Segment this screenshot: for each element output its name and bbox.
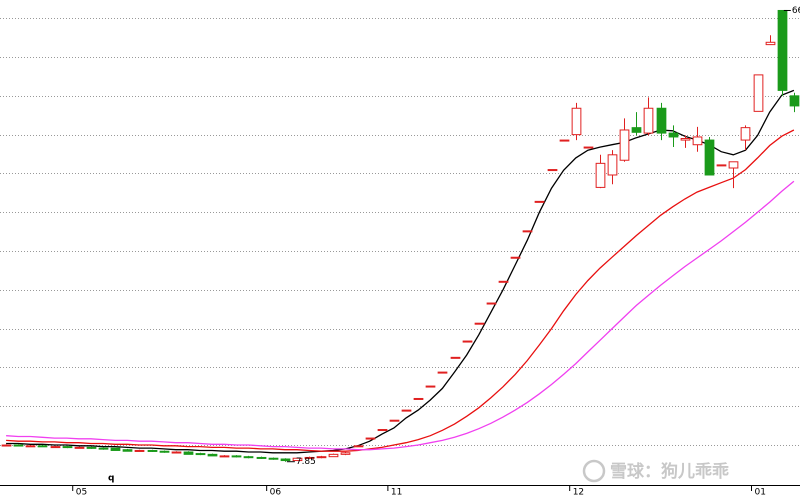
- candle-body: [559, 139, 570, 142]
- ma-line: [6, 180, 795, 451]
- candle-body: [377, 429, 388, 432]
- x-tick-label: 12: [573, 488, 584, 498]
- candle-body: [547, 169, 558, 172]
- candle-body: [207, 453, 218, 457]
- candle-body: [74, 446, 85, 449]
- candle-body: [122, 449, 133, 452]
- candle-body: [37, 445, 48, 448]
- ma-line: [6, 129, 795, 452]
- candle-body: [183, 451, 194, 455]
- candle-body: [1, 444, 12, 447]
- candle-body: [401, 409, 412, 412]
- candle-body: [643, 107, 654, 134]
- candle-body: [656, 107, 667, 134]
- candle-body: [583, 146, 594, 149]
- candle-body: [474, 322, 485, 325]
- candle-body: [25, 445, 36, 448]
- candle-body: [631, 127, 642, 133]
- annotations: 7.85 66: [286, 6, 800, 467]
- candle-body: [316, 456, 327, 459]
- high-annotation: 66: [792, 6, 800, 16]
- candle-body: [607, 154, 618, 176]
- candle-body: [86, 446, 97, 449]
- watermark: 雪球：狗儿乖乖: [582, 459, 729, 483]
- candle-body: [534, 200, 545, 203]
- candle-body: [704, 139, 715, 176]
- candle-body: [159, 450, 170, 453]
- candle-body: [753, 74, 764, 112]
- candle-body: [486, 302, 497, 305]
- candle-body: [595, 162, 606, 188]
- candle-body: [425, 385, 436, 388]
- x-tick-label: 11: [391, 488, 402, 498]
- candle-body: [498, 280, 509, 283]
- candle-body: [765, 41, 776, 46]
- candle-body: [134, 449, 145, 452]
- candle-body: [789, 95, 800, 107]
- candle-body: [365, 437, 376, 440]
- candle-body: [268, 457, 279, 460]
- candle-body: [219, 455, 230, 458]
- candle-body: [292, 457, 303, 462]
- candle-body: [437, 371, 448, 374]
- candle-body: [195, 453, 206, 456]
- note: q: [108, 474, 114, 484]
- candle-body: [668, 132, 679, 138]
- candle-body: [692, 136, 703, 146]
- candle-body: [389, 419, 400, 422]
- candle-body: [619, 129, 630, 161]
- candles: [1, 9, 800, 462]
- candle-body: [110, 447, 121, 451]
- candle-body: [171, 451, 182, 454]
- candle-body: [256, 456, 267, 459]
- low-annotation: 7.85: [296, 457, 316, 467]
- candle-body: [353, 445, 364, 448]
- candle-body: [716, 164, 727, 167]
- watermark-text: 雪球：狗儿乖乖: [610, 461, 729, 482]
- candle-body: [462, 340, 473, 343]
- candle-body: [147, 449, 158, 452]
- candle-body: [680, 138, 691, 141]
- candle-body: [340, 452, 351, 455]
- x-tick-label: 05: [76, 488, 87, 498]
- candle-body: [777, 9, 788, 91]
- candle-body: [50, 446, 61, 449]
- candle-body: [522, 230, 533, 233]
- candle-body: [450, 356, 461, 359]
- grid: [0, 18, 800, 446]
- watermark-icon: [582, 459, 606, 483]
- candle-body: [328, 453, 339, 458]
- candle-body: [243, 456, 254, 459]
- candle-body: [728, 161, 739, 169]
- candle-body: [13, 444, 24, 447]
- x-tick-label: 01: [755, 488, 766, 498]
- candle-body: [231, 455, 242, 458]
- candle-body: [98, 447, 109, 450]
- candle-body: [413, 397, 424, 400]
- candle-body: [62, 446, 73, 449]
- x-tick-label: 06: [270, 488, 282, 498]
- candle-body: [304, 456, 315, 459]
- candle-body: [280, 458, 291, 462]
- candle-body: [510, 256, 521, 259]
- candle-body: [740, 127, 751, 141]
- candle-body: [571, 107, 582, 136]
- x-axis-labels: 05 06 11 12 01: [72, 486, 766, 498]
